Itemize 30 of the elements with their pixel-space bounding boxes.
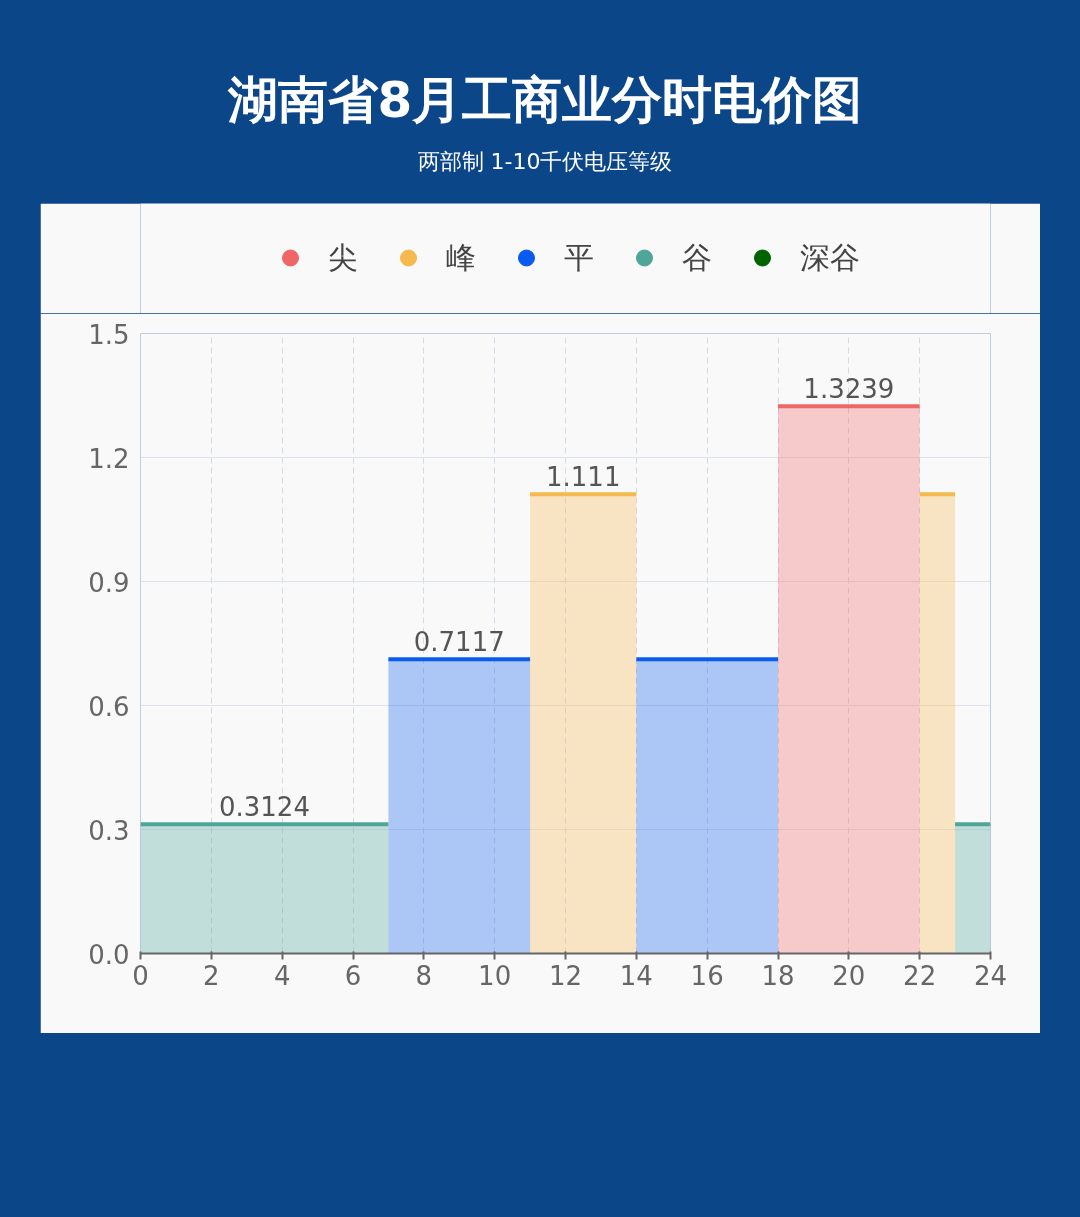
y-tick-label: 0.6 <box>88 691 130 722</box>
legend-label: 谷 <box>682 238 712 277</box>
x-tick-label: 12 <box>548 960 583 991</box>
x-tick-label: 24 <box>973 960 1008 991</box>
x-tick-label: 16 <box>690 960 724 991</box>
annotation: 0.3124 <box>218 792 310 823</box>
y-tick-label: 1.5 <box>88 319 130 350</box>
x-tick-label: 0 <box>132 960 149 991</box>
x-tick-label: 4 <box>273 960 291 991</box>
x-tick-label: 18 <box>761 960 795 991</box>
x-tick-label: 22 <box>903 960 937 991</box>
x-tick-label: 20 <box>832 960 866 991</box>
annotation: 1.111 <box>545 462 621 493</box>
annotation: 0.7117 <box>413 627 505 658</box>
chart-title: 湖南省8月工商业分时电价图 <box>227 70 863 131</box>
x-tick-label: 14 <box>619 960 653 991</box>
x-tick-label: 10 <box>478 960 512 991</box>
legend-label: 平 <box>564 238 594 277</box>
x-tick-label: 8 <box>415 960 433 991</box>
x-tick-label: 2 <box>203 960 220 991</box>
legend-label: 尖 <box>328 238 358 277</box>
y-tick-label: 0.9 <box>88 567 130 598</box>
y-tick-label: 0.3 <box>88 815 130 846</box>
legend-label: 深谷 <box>800 238 860 277</box>
x-tick-label: 6 <box>344 960 362 991</box>
chart-subtitle: 两部制 1-10千伏电压等级 <box>417 148 673 177</box>
annotation: 1.3239 <box>803 374 895 405</box>
y-tick-label: 1.2 <box>88 443 130 474</box>
legend-label: 峰 <box>446 238 476 277</box>
y-tick-label: 0.0 <box>88 939 130 970</box>
